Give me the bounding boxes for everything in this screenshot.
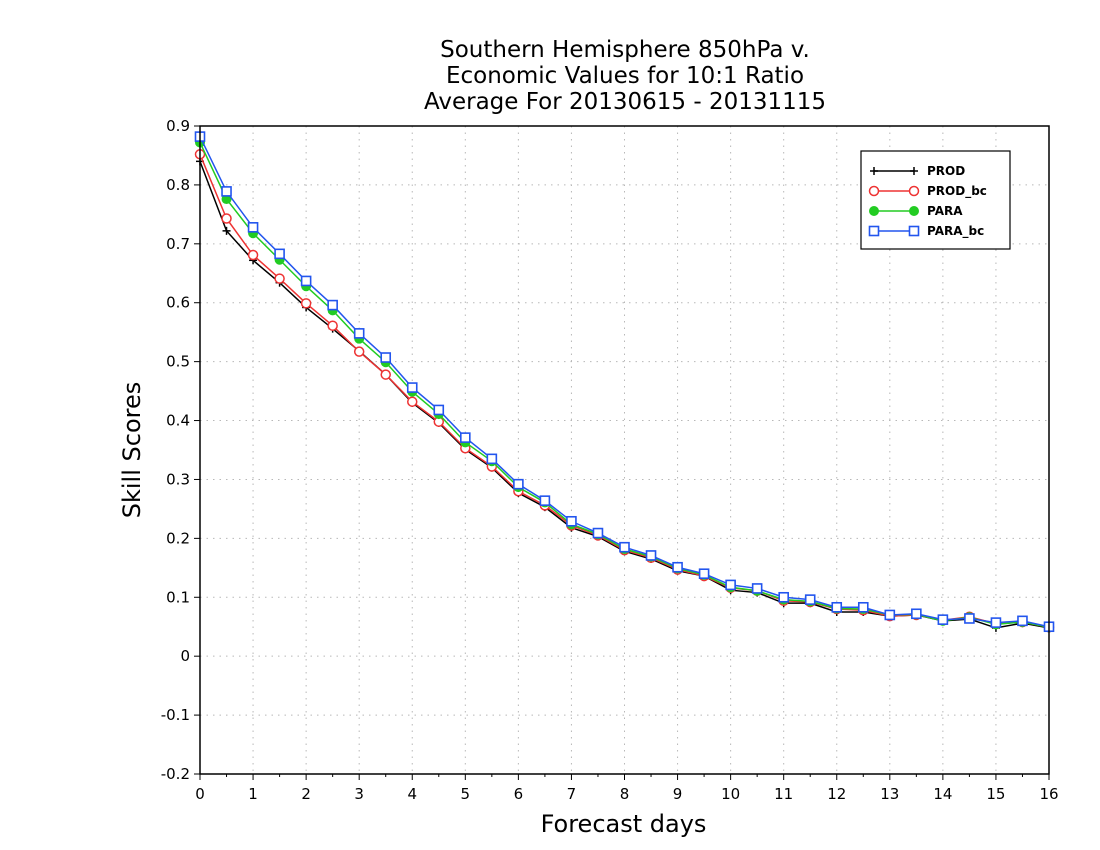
x-tick-label: 9 xyxy=(673,785,683,803)
legend-label: PROD xyxy=(927,164,965,178)
y-tick-label: 0.4 xyxy=(166,412,190,430)
legend-marker xyxy=(908,185,920,197)
data-point-para-bc xyxy=(486,453,498,465)
legend-box xyxy=(860,150,1011,250)
y-tick-label: 0.6 xyxy=(166,294,190,312)
data-point-para-bc xyxy=(247,222,259,233)
y-tick-label: 0.9 xyxy=(166,117,190,135)
chart-title-line-2: Economic Values for 10:1 Ratio xyxy=(445,63,805,89)
data-point-para-bc xyxy=(831,601,843,613)
y-tick-label: 0.8 xyxy=(166,176,190,194)
data-point-prod-bc xyxy=(380,369,391,380)
x-tick-label: 7 xyxy=(567,785,577,803)
x-tick-label: 12 xyxy=(827,785,846,803)
y-axis-label: Skill Scores xyxy=(118,382,146,519)
data-point-para-bc xyxy=(274,248,285,260)
data-point-para-bc xyxy=(804,594,816,605)
data-point-para-bc xyxy=(911,608,922,620)
data-point-para-bc xyxy=(751,583,763,594)
data-point-prod-bc xyxy=(221,213,232,224)
y-tick-label: 0.2 xyxy=(166,529,190,547)
x-tick-label: 15 xyxy=(986,785,1005,803)
data-point-para-bc xyxy=(380,352,392,363)
legend-label: PARA xyxy=(927,204,963,218)
x-tick-label: 16 xyxy=(1039,785,1058,803)
data-point-prod-bc xyxy=(407,396,418,407)
legend-marker xyxy=(868,185,880,197)
x-tick-label: 0 xyxy=(195,785,205,803)
data-point-para-bc xyxy=(592,527,604,539)
x-tick-label: 4 xyxy=(407,785,417,803)
legend-label: PROD_bc xyxy=(927,184,987,199)
y-tick-label: 0.5 xyxy=(166,353,190,371)
data-point-para-bc xyxy=(778,591,789,603)
x-tick-label: 8 xyxy=(620,785,630,803)
x-axis-ticks: 0 1 2 3 4 5 6 7 8 9 10 11 12 13 14 15 16 xyxy=(195,774,1059,803)
grid-lines xyxy=(200,126,1049,774)
data-point-para-bc xyxy=(698,568,710,580)
data-point-para-bc xyxy=(460,432,471,443)
y-tick-label: 0.1 xyxy=(166,588,190,606)
data-point-para-bc xyxy=(433,404,445,416)
data-point-para-bc xyxy=(884,609,896,621)
data-point-para-bc xyxy=(566,515,577,527)
data-point-para-bc xyxy=(1017,615,1028,627)
data-point-prod xyxy=(222,226,231,235)
y-tick-label: 0.3 xyxy=(166,470,190,488)
series-layer xyxy=(194,131,1055,633)
data-point-para-bc xyxy=(513,478,524,490)
x-tick-label: 6 xyxy=(514,785,524,803)
x-tick-label: 3 xyxy=(354,785,364,803)
y-tick-label: -0.1 xyxy=(161,706,190,724)
data-point-para-bc xyxy=(539,495,551,506)
data-point-para-bc xyxy=(990,617,1002,628)
data-point-prod-bc xyxy=(327,320,338,331)
data-point-prod-bc xyxy=(274,273,285,284)
data-point-para-bc xyxy=(857,601,869,613)
data-point-para-bc xyxy=(672,561,683,573)
data-point-para-bc xyxy=(406,382,418,393)
chart-title-line-3: Average For 20130615 - 20131115 xyxy=(423,89,827,115)
data-point-para-bc xyxy=(221,186,232,197)
x-tick-label: 14 xyxy=(933,785,952,803)
legend-marker xyxy=(870,167,878,175)
y-tick-label: -0.2 xyxy=(161,765,190,783)
legend-entry-para-bc: PARA_bc xyxy=(868,224,984,239)
data-point-para-bc xyxy=(964,613,975,624)
x-tick-label: 11 xyxy=(774,785,793,803)
x-tick-label: 5 xyxy=(461,785,471,803)
data-point-para-bc xyxy=(353,328,365,339)
data-point-para-bc xyxy=(327,299,338,311)
chart-title-line-1: Southern Hemisphere 850hPa v. xyxy=(440,37,810,63)
x-tick-label: 2 xyxy=(301,785,311,803)
legend-marker xyxy=(908,225,920,237)
legend-entry-para: PARA xyxy=(869,204,963,218)
data-point-para-bc xyxy=(619,541,630,553)
legend-marker xyxy=(868,225,880,237)
x-tick-label: 10 xyxy=(721,785,740,803)
data-point-prod-bc xyxy=(300,298,312,309)
plot-frame xyxy=(199,125,1050,775)
y-axis-ticks: -0.2 -0.1 0 0.1 0.2 0.3 0.4 0.5 0.6 0.7 0.8 0.9 xyxy=(161,117,200,783)
x-tick-label: 1 xyxy=(248,785,258,803)
legend: PROD PROD_bc PARA PARA_bc xyxy=(860,150,1011,250)
data-point-para-bc xyxy=(937,614,949,625)
legend-label: PARA_bc xyxy=(927,224,984,239)
legend-entry-prod: PROD xyxy=(870,164,965,178)
legend-marker xyxy=(910,167,918,175)
y-tick-label: 0.7 xyxy=(166,235,190,253)
x-axis-label: Forecast days xyxy=(541,810,707,838)
data-point-para-bc xyxy=(725,579,736,591)
data-point-prod-bc xyxy=(247,249,259,261)
legend-marker xyxy=(909,206,919,216)
data-point-prod-bc xyxy=(353,346,365,357)
y-tick-label: 0 xyxy=(180,647,190,665)
legend-marker xyxy=(869,206,879,216)
x-tick-label: 13 xyxy=(880,785,899,803)
data-point-para-bc xyxy=(300,275,312,287)
legend-entry-prod-bc: PROD_bc xyxy=(868,184,987,199)
data-point-para-bc xyxy=(645,550,657,561)
